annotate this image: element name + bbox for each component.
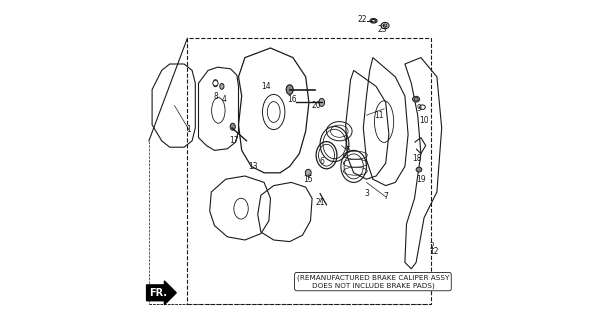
Bar — [188, 38, 431, 304]
Text: (REMANUFACTURED BRAKE CALIPER ASSY
DOES NOT INCLUDE BRAKE PADS): (REMANUFACTURED BRAKE CALIPER ASSY DOES … — [296, 275, 449, 289]
Text: 6: 6 — [319, 157, 324, 166]
Ellipse shape — [413, 96, 420, 102]
Text: 11: 11 — [374, 111, 384, 120]
Text: 9: 9 — [416, 104, 421, 113]
Text: 1: 1 — [186, 125, 191, 134]
Ellipse shape — [416, 167, 422, 172]
Text: 17: 17 — [229, 136, 238, 145]
Ellipse shape — [371, 20, 376, 22]
Text: 4: 4 — [221, 95, 226, 104]
Text: 16: 16 — [287, 95, 297, 104]
Circle shape — [213, 81, 218, 86]
Text: 10: 10 — [419, 116, 429, 124]
Text: 22: 22 — [358, 15, 367, 24]
Text: 7: 7 — [383, 192, 388, 201]
Text: 23: 23 — [377, 25, 387, 34]
Text: 18: 18 — [413, 154, 422, 163]
Ellipse shape — [213, 80, 218, 87]
Ellipse shape — [220, 84, 224, 89]
Ellipse shape — [370, 19, 377, 23]
Ellipse shape — [230, 123, 235, 130]
Text: 19: 19 — [416, 175, 426, 184]
Text: 5: 5 — [345, 146, 350, 155]
Ellipse shape — [286, 85, 293, 94]
Text: 21: 21 — [315, 198, 325, 207]
Text: 3: 3 — [364, 189, 369, 198]
Text: 13: 13 — [248, 162, 258, 171]
Text: 12: 12 — [429, 247, 439, 256]
Text: 20: 20 — [312, 101, 321, 110]
Text: 15: 15 — [304, 175, 313, 184]
Ellipse shape — [306, 169, 311, 176]
Text: 8: 8 — [213, 92, 218, 100]
Text: 2: 2 — [430, 242, 434, 251]
Ellipse shape — [319, 99, 324, 106]
Text: 14: 14 — [261, 82, 270, 91]
Text: FR.: FR. — [149, 288, 168, 298]
